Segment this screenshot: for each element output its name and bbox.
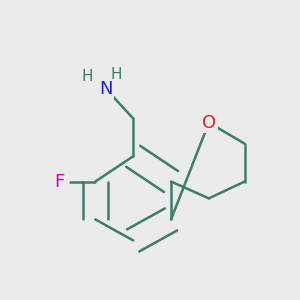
Text: N: N bbox=[99, 80, 112, 98]
Text: F: F bbox=[54, 172, 65, 190]
Text: O: O bbox=[202, 114, 216, 132]
Text: H: H bbox=[111, 67, 122, 82]
Text: H: H bbox=[81, 69, 93, 84]
